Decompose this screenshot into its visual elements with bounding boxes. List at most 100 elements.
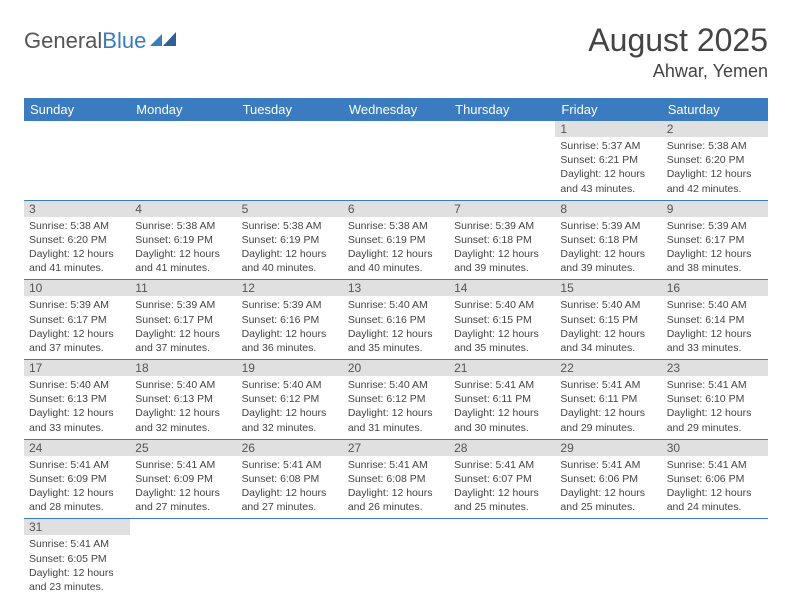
day-number: 15 bbox=[555, 280, 661, 296]
day-number: 24 bbox=[24, 440, 130, 456]
month-title: August 2025 bbox=[588, 22, 768, 59]
day-details: Sunrise: 5:39 AMSunset: 6:17 PMDaylight:… bbox=[130, 296, 236, 359]
calendar-cell: 21Sunrise: 5:41 AMSunset: 6:11 PMDayligh… bbox=[449, 360, 555, 440]
day-details: Sunrise: 5:40 AMSunset: 6:13 PMDaylight:… bbox=[24, 376, 130, 439]
dayname-header: Tuesday bbox=[237, 98, 343, 121]
calendar-cell: 24Sunrise: 5:41 AMSunset: 6:09 PMDayligh… bbox=[24, 439, 130, 519]
calendar-cell: 26Sunrise: 5:41 AMSunset: 6:08 PMDayligh… bbox=[237, 439, 343, 519]
day-number: 22 bbox=[555, 360, 661, 376]
day-details: Sunrise: 5:39 AMSunset: 6:17 PMDaylight:… bbox=[24, 296, 130, 359]
day-details: Sunrise: 5:40 AMSunset: 6:13 PMDaylight:… bbox=[130, 376, 236, 439]
day-details: Sunrise: 5:41 AMSunset: 6:07 PMDaylight:… bbox=[449, 456, 555, 519]
day-details: Sunrise: 5:40 AMSunset: 6:15 PMDaylight:… bbox=[449, 296, 555, 359]
calendar-cell: 8Sunrise: 5:39 AMSunset: 6:18 PMDaylight… bbox=[555, 200, 661, 280]
day-details: Sunrise: 5:38 AMSunset: 6:20 PMDaylight:… bbox=[24, 217, 130, 280]
day-number: 9 bbox=[662, 201, 768, 217]
calendar-cell bbox=[130, 519, 236, 598]
dayname-header: Saturday bbox=[662, 98, 768, 121]
day-details: Sunrise: 5:39 AMSunset: 6:18 PMDaylight:… bbox=[555, 217, 661, 280]
calendar-body: 1Sunrise: 5:37 AMSunset: 6:21 PMDaylight… bbox=[24, 121, 768, 598]
day-details: Sunrise: 5:39 AMSunset: 6:16 PMDaylight:… bbox=[237, 296, 343, 359]
day-number: 19 bbox=[237, 360, 343, 376]
title-block: August 2025 Ahwar, Yemen bbox=[588, 22, 768, 82]
day-details: Sunrise: 5:41 AMSunset: 6:11 PMDaylight:… bbox=[555, 376, 661, 439]
calendar-cell: 19Sunrise: 5:40 AMSunset: 6:12 PMDayligh… bbox=[237, 360, 343, 440]
calendar-cell: 9Sunrise: 5:39 AMSunset: 6:17 PMDaylight… bbox=[662, 200, 768, 280]
day-number: 26 bbox=[237, 440, 343, 456]
location: Ahwar, Yemen bbox=[588, 61, 768, 82]
calendar-cell: 27Sunrise: 5:41 AMSunset: 6:08 PMDayligh… bbox=[343, 439, 449, 519]
day-details: Sunrise: 5:40 AMSunset: 6:12 PMDaylight:… bbox=[237, 376, 343, 439]
day-details: Sunrise: 5:40 AMSunset: 6:14 PMDaylight:… bbox=[662, 296, 768, 359]
calendar-cell: 30Sunrise: 5:41 AMSunset: 6:06 PMDayligh… bbox=[662, 439, 768, 519]
day-number: 6 bbox=[343, 201, 449, 217]
day-details: Sunrise: 5:39 AMSunset: 6:17 PMDaylight:… bbox=[662, 217, 768, 280]
day-details: Sunrise: 5:40 AMSunset: 6:16 PMDaylight:… bbox=[343, 296, 449, 359]
day-details: Sunrise: 5:41 AMSunset: 6:11 PMDaylight:… bbox=[449, 376, 555, 439]
calendar-cell bbox=[662, 519, 768, 598]
day-details: Sunrise: 5:38 AMSunset: 6:19 PMDaylight:… bbox=[130, 217, 236, 280]
day-number: 1 bbox=[555, 121, 661, 137]
day-number: 7 bbox=[449, 201, 555, 217]
calendar-cell: 16Sunrise: 5:40 AMSunset: 6:14 PMDayligh… bbox=[662, 280, 768, 360]
day-number: 4 bbox=[130, 201, 236, 217]
day-number: 31 bbox=[24, 519, 130, 535]
day-number: 11 bbox=[130, 280, 236, 296]
calendar-week: 31Sunrise: 5:41 AMSunset: 6:05 PMDayligh… bbox=[24, 519, 768, 598]
day-details: Sunrise: 5:41 AMSunset: 6:10 PMDaylight:… bbox=[662, 376, 768, 439]
day-number: 16 bbox=[662, 280, 768, 296]
day-number: 20 bbox=[343, 360, 449, 376]
calendar-cell: 15Sunrise: 5:40 AMSunset: 6:15 PMDayligh… bbox=[555, 280, 661, 360]
day-details: Sunrise: 5:38 AMSunset: 6:20 PMDaylight:… bbox=[662, 137, 768, 200]
day-number: 3 bbox=[24, 201, 130, 217]
day-number: 12 bbox=[237, 280, 343, 296]
calendar-cell bbox=[555, 519, 661, 598]
calendar-cell: 25Sunrise: 5:41 AMSunset: 6:09 PMDayligh… bbox=[130, 439, 236, 519]
calendar-cell: 13Sunrise: 5:40 AMSunset: 6:16 PMDayligh… bbox=[343, 280, 449, 360]
day-number: 2 bbox=[662, 121, 768, 137]
day-number: 10 bbox=[24, 280, 130, 296]
dayname-header: Thursday bbox=[449, 98, 555, 121]
day-details: Sunrise: 5:39 AMSunset: 6:18 PMDaylight:… bbox=[449, 217, 555, 280]
day-number: 14 bbox=[449, 280, 555, 296]
day-number: 25 bbox=[130, 440, 236, 456]
day-number: 29 bbox=[555, 440, 661, 456]
logo-text-blue: Blue bbox=[102, 28, 146, 54]
day-number: 27 bbox=[343, 440, 449, 456]
calendar-cell bbox=[449, 121, 555, 200]
day-number: 17 bbox=[24, 360, 130, 376]
calendar-cell bbox=[237, 519, 343, 598]
calendar-cell: 2Sunrise: 5:38 AMSunset: 6:20 PMDaylight… bbox=[662, 121, 768, 200]
calendar-cell bbox=[449, 519, 555, 598]
day-number: 18 bbox=[130, 360, 236, 376]
dayname-row: SundayMondayTuesdayWednesdayThursdayFrid… bbox=[24, 98, 768, 121]
day-details: Sunrise: 5:41 AMSunset: 6:06 PMDaylight:… bbox=[662, 456, 768, 519]
calendar-cell: 10Sunrise: 5:39 AMSunset: 6:17 PMDayligh… bbox=[24, 280, 130, 360]
calendar-cell bbox=[130, 121, 236, 200]
dayname-header: Friday bbox=[555, 98, 661, 121]
calendar-cell: 28Sunrise: 5:41 AMSunset: 6:07 PMDayligh… bbox=[449, 439, 555, 519]
calendar-cell: 31Sunrise: 5:41 AMSunset: 6:05 PMDayligh… bbox=[24, 519, 130, 598]
day-details: Sunrise: 5:41 AMSunset: 6:09 PMDaylight:… bbox=[24, 456, 130, 519]
calendar-week: 3Sunrise: 5:38 AMSunset: 6:20 PMDaylight… bbox=[24, 200, 768, 280]
day-details: Sunrise: 5:41 AMSunset: 6:06 PMDaylight:… bbox=[555, 456, 661, 519]
calendar-cell: 1Sunrise: 5:37 AMSunset: 6:21 PMDaylight… bbox=[555, 121, 661, 200]
calendar-cell: 14Sunrise: 5:40 AMSunset: 6:15 PMDayligh… bbox=[449, 280, 555, 360]
calendar-cell bbox=[343, 121, 449, 200]
calendar-cell: 11Sunrise: 5:39 AMSunset: 6:17 PMDayligh… bbox=[130, 280, 236, 360]
calendar-week: 24Sunrise: 5:41 AMSunset: 6:09 PMDayligh… bbox=[24, 439, 768, 519]
day-number: 13 bbox=[343, 280, 449, 296]
day-details: Sunrise: 5:38 AMSunset: 6:19 PMDaylight:… bbox=[237, 217, 343, 280]
calendar-cell bbox=[24, 121, 130, 200]
calendar-week: 10Sunrise: 5:39 AMSunset: 6:17 PMDayligh… bbox=[24, 280, 768, 360]
calendar-cell: 22Sunrise: 5:41 AMSunset: 6:11 PMDayligh… bbox=[555, 360, 661, 440]
dayname-header: Sunday bbox=[24, 98, 130, 121]
calendar-week: 1Sunrise: 5:37 AMSunset: 6:21 PMDaylight… bbox=[24, 121, 768, 200]
day-number: 8 bbox=[555, 201, 661, 217]
dayname-header: Monday bbox=[130, 98, 236, 121]
day-number: 30 bbox=[662, 440, 768, 456]
day-details: Sunrise: 5:38 AMSunset: 6:19 PMDaylight:… bbox=[343, 217, 449, 280]
calendar-week: 17Sunrise: 5:40 AMSunset: 6:13 PMDayligh… bbox=[24, 360, 768, 440]
logo-text-general: General bbox=[24, 28, 102, 54]
calendar-cell: 4Sunrise: 5:38 AMSunset: 6:19 PMDaylight… bbox=[130, 200, 236, 280]
